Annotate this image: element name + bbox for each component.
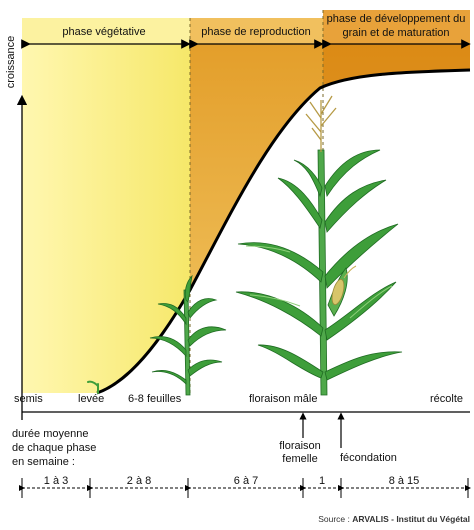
phase-maturation-region <box>323 40 470 393</box>
source-prefix: Source : <box>318 514 352 524</box>
phase-maturation-label-line1: phase de développement du <box>327 13 466 25</box>
stage-label-6-8-feuilles: 6-8 feuilles <box>128 393 182 405</box>
phase-regions <box>22 40 470 393</box>
phase-reproduction-label: phase de reproduction <box>201 26 310 38</box>
seedling-plant <box>87 380 99 394</box>
phase-maturation-label-line2: grain et de maturation <box>342 27 449 39</box>
growth-curve <box>96 68 471 395</box>
stage-label-semis: semis <box>14 393 43 405</box>
phase-vegetative-region <box>22 40 190 393</box>
young-maize-plant <box>149 274 227 396</box>
stage-label-floraison-femelle-line1: floraison <box>279 440 321 452</box>
source-brand: ARVALIS <box>352 514 389 524</box>
source-credit: Source : ARVALIS - Institut du Végétal <box>318 514 470 524</box>
duration-segment-3: 6 à 7 <box>234 475 258 487</box>
phase-vegetative-label: phase végétative <box>62 26 145 38</box>
y-axis-label: croissance <box>5 36 17 89</box>
mature-maize-plant <box>235 95 403 396</box>
duration-title-line3: en semaine : <box>12 456 75 468</box>
stage-label-fecondation: fécondation <box>340 452 397 464</box>
duration-segment-5: 8 à 15 <box>389 475 420 487</box>
stage-label-levee: levée <box>78 393 104 405</box>
phase-reproduction-region <box>190 40 323 393</box>
source-suffix: - Institut du Végétal <box>389 514 470 524</box>
stage-label-floraison-male: floraison mâle <box>249 393 317 405</box>
stage-label-recolte: récolte <box>430 393 463 405</box>
duration-title-line1: durée moyenne <box>12 428 88 440</box>
duration-segment-1: 1 à 3 <box>44 475 68 487</box>
duration-segment-4: 1 <box>319 475 325 487</box>
duration-timeline: 1 à 3 2 à 8 6 à 7 1 8 à 15 <box>19 475 471 498</box>
duration-segment-2: 2 à 8 <box>127 475 151 487</box>
tassel <box>305 95 337 152</box>
phase-maturation-header <box>323 10 470 44</box>
stage-label-floraison-femelle-line2: femelle <box>282 453 317 465</box>
duration-title-line2: de chaque phase <box>12 442 96 454</box>
